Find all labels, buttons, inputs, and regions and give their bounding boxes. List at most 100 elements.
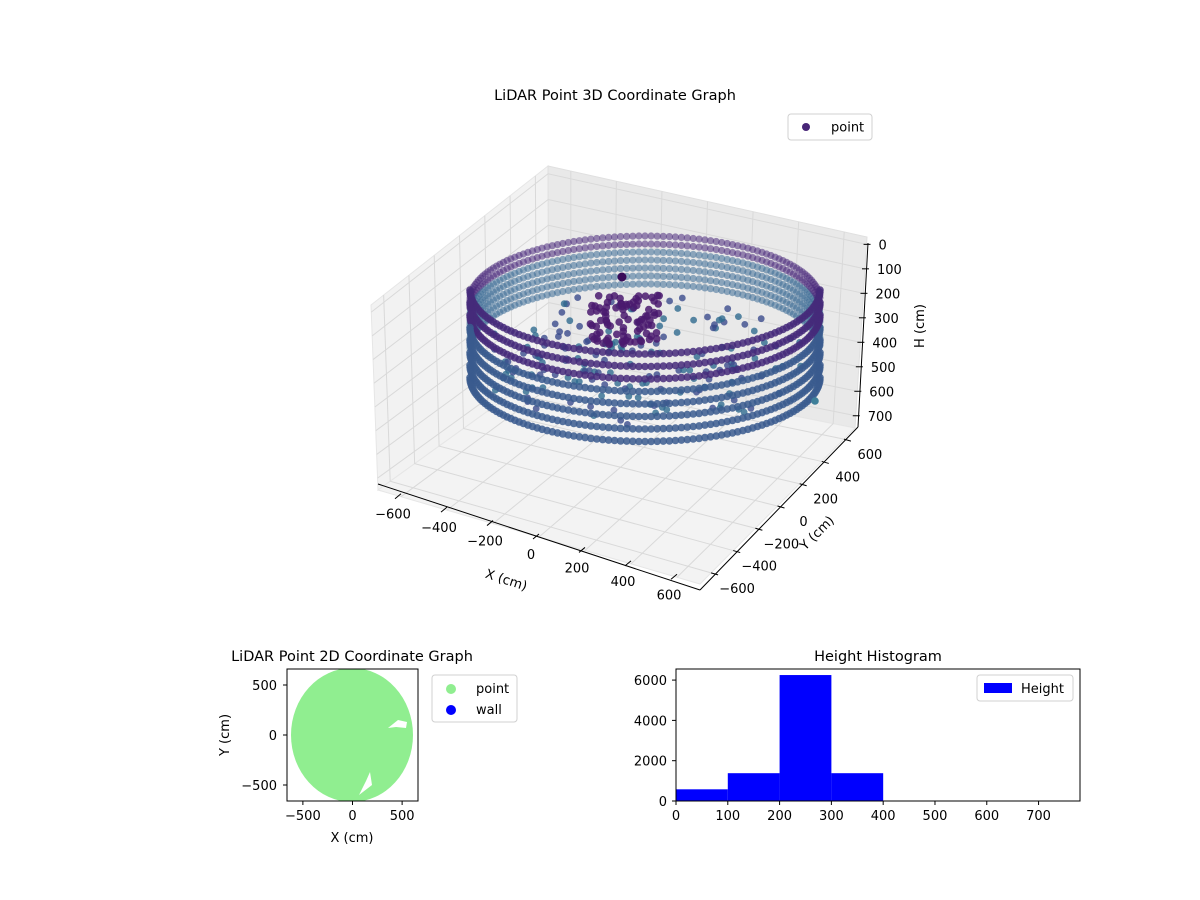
point-3d xyxy=(641,387,649,396)
point-3d xyxy=(671,281,680,289)
point-3d xyxy=(701,252,709,260)
point-3d xyxy=(712,432,720,440)
point-3d xyxy=(551,320,559,328)
point-3d xyxy=(735,313,742,320)
point-3d xyxy=(701,383,709,392)
point-3d xyxy=(647,375,655,383)
point-3d xyxy=(641,256,649,264)
point-3d xyxy=(659,349,668,358)
point-3d xyxy=(665,424,674,433)
x-axis-label-3d: X (cm) xyxy=(483,567,529,595)
point-3d xyxy=(593,410,601,418)
point-3d xyxy=(712,285,720,294)
point-3d xyxy=(695,397,703,405)
z-tick-label-3d: 500 xyxy=(871,361,896,376)
point-3d xyxy=(586,320,595,328)
point-3d xyxy=(559,279,567,288)
point-3d xyxy=(629,256,637,264)
point-3d xyxy=(671,241,680,249)
x-tick-label-hist: 400 xyxy=(871,809,896,824)
point-3d xyxy=(575,261,584,269)
point-3d xyxy=(581,268,589,276)
point-3d xyxy=(706,408,715,416)
point-3d xyxy=(689,282,697,291)
point-3d xyxy=(712,253,720,262)
point-3d xyxy=(610,399,619,407)
point-3d xyxy=(570,269,578,278)
point-3d xyxy=(678,294,686,302)
point-3d xyxy=(677,398,686,407)
point-3d xyxy=(653,412,661,421)
point-3d xyxy=(712,269,720,278)
point-3d xyxy=(718,315,726,322)
point-3d xyxy=(689,266,697,275)
point-3d xyxy=(629,425,637,433)
point-3d xyxy=(616,412,625,420)
point-3d xyxy=(599,250,607,258)
point-3d xyxy=(640,323,648,331)
point-3d xyxy=(575,408,584,416)
point-3d xyxy=(617,249,625,257)
point-3d xyxy=(564,286,572,295)
point-3d xyxy=(693,353,701,360)
point-3d xyxy=(604,361,613,369)
point-3d xyxy=(616,437,625,445)
point-3d xyxy=(610,361,619,370)
point-3d xyxy=(616,294,624,303)
point-3d xyxy=(575,370,584,379)
point-3d xyxy=(618,302,626,311)
point-3d xyxy=(647,256,655,264)
point-3d xyxy=(570,277,578,286)
point-3d xyxy=(712,369,720,378)
point-3d xyxy=(636,336,645,345)
point-3d xyxy=(665,281,674,289)
point-3d xyxy=(712,237,720,246)
point-3d xyxy=(665,412,674,420)
point-3d xyxy=(611,265,619,273)
point-3d xyxy=(665,241,674,249)
point-3d xyxy=(558,309,566,316)
point-3d xyxy=(695,243,703,251)
point-3d xyxy=(555,333,562,340)
point-3d xyxy=(707,253,715,261)
point-3d xyxy=(683,242,691,250)
point-3d xyxy=(559,287,567,296)
point-3d xyxy=(610,436,619,445)
point-3d xyxy=(581,396,589,404)
point-3d xyxy=(587,434,595,443)
point-3d xyxy=(618,337,626,346)
point-3d xyxy=(718,262,726,271)
point-3d xyxy=(683,385,692,394)
point-3d xyxy=(665,249,674,257)
point-3d xyxy=(564,270,572,279)
point-3d xyxy=(622,349,631,358)
point-3d xyxy=(712,382,720,390)
point-3d xyxy=(674,305,682,312)
point-3d xyxy=(593,266,601,275)
point-3d xyxy=(635,272,643,280)
point-3d xyxy=(634,292,643,300)
point-3d xyxy=(757,315,765,323)
point-3d xyxy=(673,329,681,336)
point-3d xyxy=(570,261,578,270)
y-tick-label-3d: −400 xyxy=(741,560,777,575)
point-3d xyxy=(603,298,612,307)
point-3d xyxy=(581,408,589,417)
chart-3d: LiDAR Point 3D Coordinate Graph −600 −400… xyxy=(370,88,928,603)
point-3d xyxy=(683,360,692,369)
point-3d xyxy=(659,374,668,383)
z-tick-label-3d: 400 xyxy=(872,336,897,351)
point-3d xyxy=(653,264,661,272)
x-axis-line xyxy=(377,483,701,591)
point-3d xyxy=(677,233,686,241)
x-tick-3d xyxy=(394,493,402,500)
point-3d xyxy=(671,374,680,382)
point-3d xyxy=(629,437,637,446)
point-3d xyxy=(575,378,583,385)
point-3d xyxy=(610,374,619,382)
point-3d xyxy=(701,244,709,252)
point-3d xyxy=(587,422,595,430)
y-axis-label-2d: Y (cm) xyxy=(218,714,233,757)
point-3d xyxy=(653,375,661,383)
point-3d xyxy=(689,410,697,418)
